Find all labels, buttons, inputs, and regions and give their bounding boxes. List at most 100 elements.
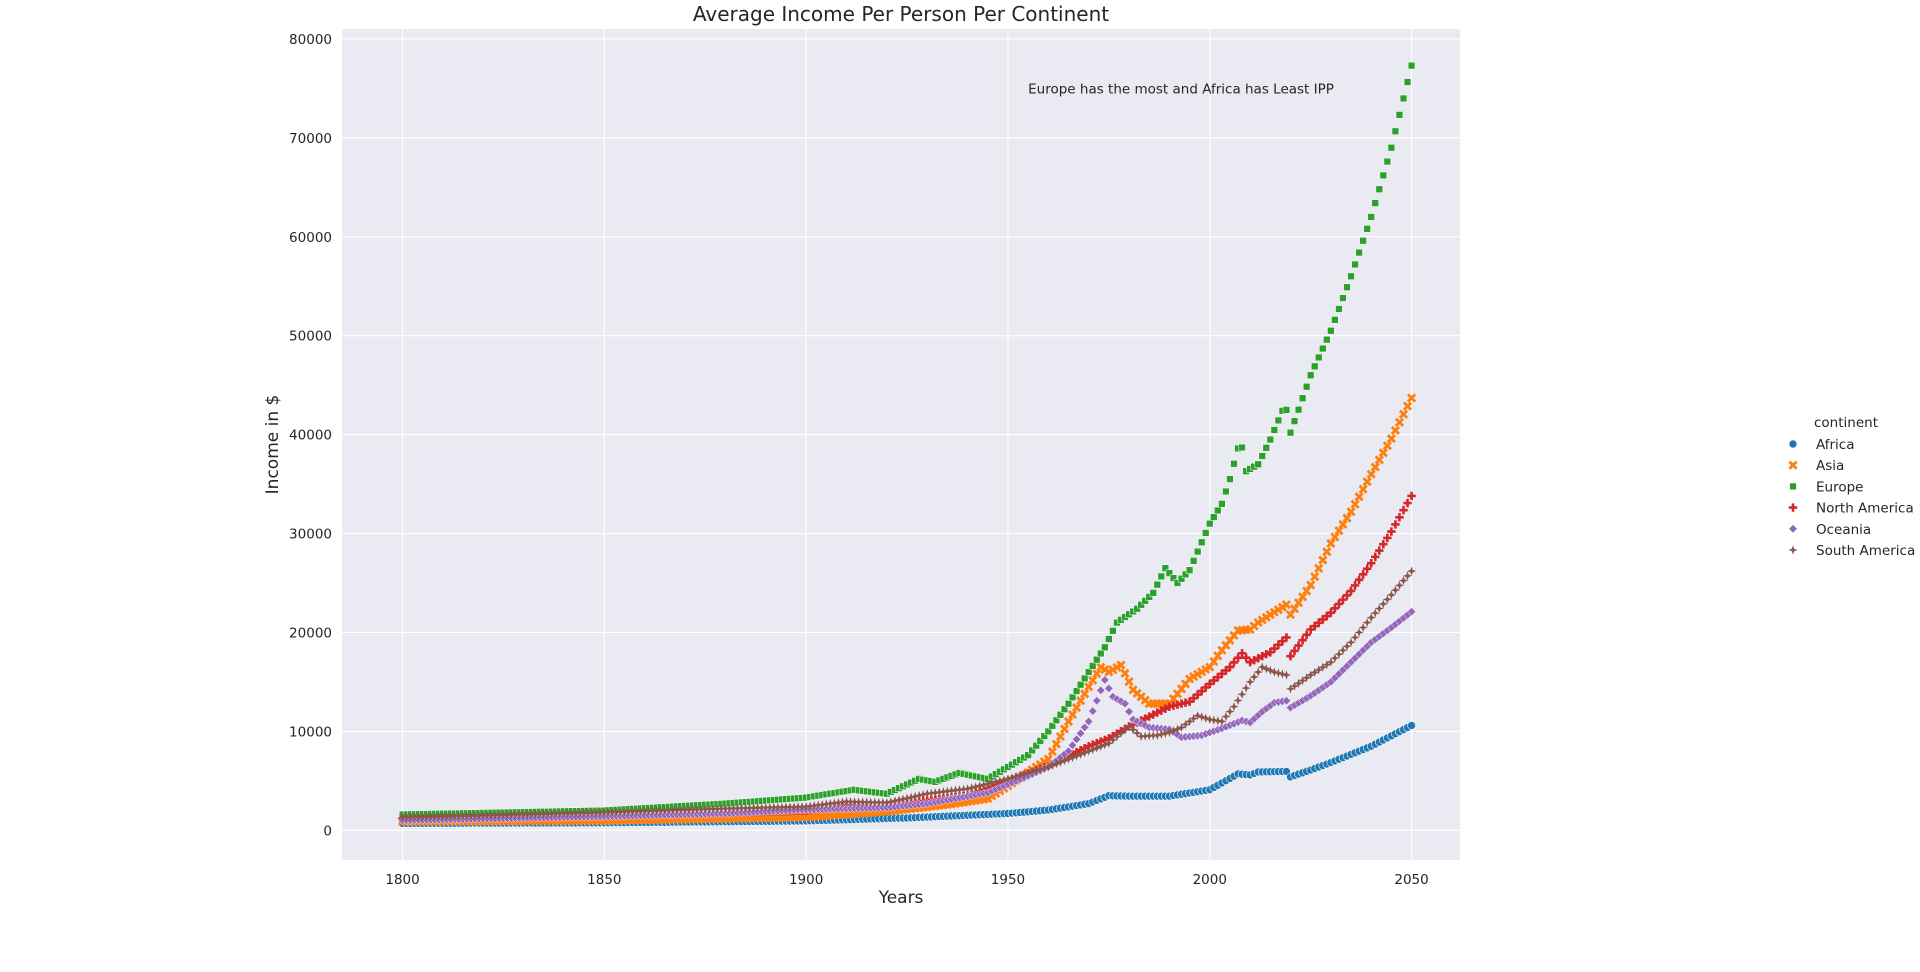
data-point-south-america (922, 789, 932, 799)
data-point-south-america (1067, 752, 1078, 763)
data-point-asia (1281, 600, 1292, 610)
data-point-europe (1101, 643, 1109, 651)
data-point-south-america (938, 787, 948, 797)
data-point-europe (1298, 394, 1307, 402)
data-point-europe (1105, 635, 1113, 643)
data-point-europe (1383, 157, 1392, 166)
data-point-south-america (1338, 645, 1348, 655)
data-point-europe (1080, 674, 1089, 683)
data-point-south-america (967, 783, 977, 793)
x-tick-label: 1800 (385, 872, 419, 888)
legend-label-south-america: South America (1816, 543, 1915, 559)
plot-background (342, 29, 1460, 860)
data-point-south-america (1362, 617, 1372, 628)
data-point-asia (1306, 580, 1316, 590)
data-point-europe (1028, 746, 1036, 755)
data-point-south-america (1100, 740, 1110, 750)
data-point-north-america (1338, 595, 1348, 604)
data-point-europe (1387, 144, 1396, 152)
data-point-south-america (1406, 566, 1417, 576)
data-point-europe (1351, 260, 1359, 269)
data-point-africa (1407, 721, 1416, 730)
data-point-north-america (1298, 635, 1307, 645)
data-point-south-america (1007, 773, 1017, 783)
data-point-europe (1355, 248, 1363, 257)
data-point-south-america (1164, 727, 1175, 737)
data-point-europe (1403, 78, 1412, 86)
data-point-south-america (926, 788, 936, 798)
data-point-south-america (1201, 713, 1211, 723)
data-point-south-america (1116, 728, 1126, 738)
data-point-south-america (1019, 769, 1029, 779)
data-point-south-america (942, 786, 953, 796)
data-point-south-america (1378, 599, 1388, 609)
series-south-america (397, 566, 1417, 823)
data-point-europe (1060, 705, 1069, 713)
data-point-oceania (1120, 699, 1130, 709)
data-point-south-america (1334, 649, 1344, 659)
data-point-south-america (1382, 594, 1392, 605)
data-point-asia (1318, 555, 1328, 565)
data-point-asia (1314, 563, 1324, 573)
data-point-south-america (1342, 641, 1352, 651)
data-point-europe (1185, 566, 1194, 574)
data-point-south-america (898, 794, 908, 804)
data-point-south-america (1265, 665, 1275, 675)
data-point-europe (1307, 371, 1315, 379)
data-point-south-america (946, 786, 957, 796)
data-point-south-america (1140, 731, 1150, 741)
data-point-europe (1214, 506, 1222, 515)
y-tick-label: 20000 (289, 625, 332, 641)
data-point-south-america (1023, 768, 1033, 778)
data-point-europe (1137, 601, 1145, 609)
data-point-asia (1051, 739, 1061, 749)
data-point-south-america (1084, 746, 1094, 756)
data-point-asia (1398, 409, 1409, 419)
data-point-asia (1071, 703, 1082, 713)
data-point-north-america (1395, 513, 1404, 522)
legend-marker-asia (1788, 460, 1798, 470)
data-point-south-america (1156, 729, 1166, 739)
data-point-south-america (1289, 681, 1300, 691)
data-point-europe (1210, 513, 1218, 521)
data-point-south-america (962, 784, 973, 794)
plot-area: 1800 1850 1900 1950 2000 2050 0 10000 20000 30000… (289, 29, 1460, 888)
x-tick-label: 2000 (1193, 872, 1227, 888)
data-point-oceania (1092, 696, 1102, 706)
data-point-south-america (1124, 721, 1134, 732)
data-point-south-america (1285, 684, 1296, 694)
data-point-south-america (1237, 689, 1247, 699)
data-point-south-america (1318, 662, 1328, 672)
data-point-oceania (1124, 707, 1134, 717)
data-point-europe (1379, 171, 1387, 180)
data-point-oceania (1108, 692, 1118, 702)
data-point-south-america (1402, 571, 1413, 581)
data-point-europe (1254, 460, 1262, 468)
data-point-south-america (809, 800, 819, 811)
data-point-south-america (1257, 662, 1267, 672)
data-point-south-america (1027, 767, 1037, 777)
data-point-europe (1331, 316, 1339, 324)
data-point-europe (1294, 406, 1303, 414)
data-point-south-america (886, 797, 896, 807)
data-point-south-america (894, 795, 904, 805)
data-point-north-america (1407, 491, 1416, 501)
data-point-north-america (1326, 608, 1336, 617)
data-point-europe (1258, 452, 1266, 460)
data-point-south-america (1092, 743, 1102, 753)
data-point-asia (1055, 731, 1066, 742)
data-point-europe (1109, 627, 1117, 635)
data-point-europe (1359, 237, 1367, 245)
chart-annotation: Europe has the most and Africa has Least… (1028, 81, 1334, 97)
data-point-south-america (1326, 657, 1336, 667)
data-point-north-america (1387, 527, 1396, 536)
data-point-south-america (1112, 731, 1122, 742)
data-point-asia (1092, 669, 1102, 679)
data-point-south-america (910, 791, 920, 801)
data-point-south-america (1132, 728, 1142, 738)
data-point-europe (1169, 574, 1178, 582)
data-point-south-america (1003, 774, 1013, 784)
data-point-south-america (1035, 764, 1045, 774)
